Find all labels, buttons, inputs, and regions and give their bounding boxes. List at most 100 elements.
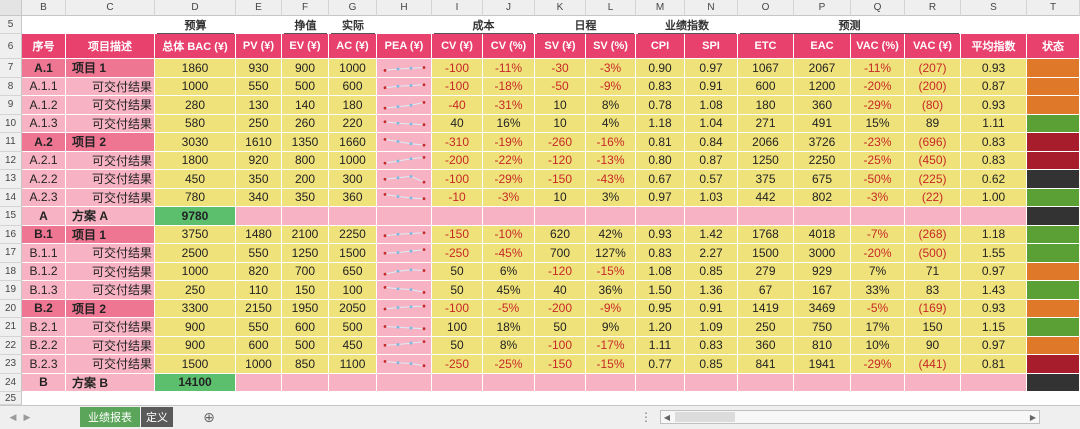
cell-bac[interactable]: 450: [155, 170, 236, 189]
cell-avg[interactable]: 0.83: [961, 151, 1027, 170]
cell-svp[interactable]: -43%: [586, 170, 636, 189]
cell-vacp[interactable]: 15%: [851, 114, 905, 133]
cell-cvp[interactable]: -29%: [483, 170, 535, 189]
cell-cv[interactable]: 100: [432, 318, 483, 337]
cell-svp[interactable]: -15%: [586, 262, 636, 281]
row-header-21[interactable]: 21: [0, 318, 22, 337]
column-header-N[interactable]: N: [685, 0, 738, 16]
cell-pea[interactable]: [377, 133, 432, 152]
scroll-tabs-right-icon[interactable]: ▶: [23, 411, 31, 422]
cell-eac[interactable]: [794, 373, 851, 392]
cell-cv[interactable]: 50: [432, 336, 483, 355]
cell-status[interactable]: [1027, 225, 1080, 244]
cell-status[interactable]: [1027, 151, 1080, 170]
cell-sv[interactable]: -120: [535, 151, 586, 170]
cell-desc[interactable]: 可交付结果 1: [66, 244, 155, 263]
column-header-K[interactable]: K: [535, 0, 586, 16]
cell-ac[interactable]: 1100: [329, 355, 377, 374]
cell-bac[interactable]: 3300: [155, 299, 236, 318]
cell-pv[interactable]: 340: [236, 188, 282, 207]
cell-svp[interactable]: 36%: [586, 281, 636, 300]
cell-cpi[interactable]: 1.08: [636, 262, 685, 281]
cell-sv[interactable]: 10: [535, 96, 586, 115]
cell-etc[interactable]: 1250: [738, 151, 794, 170]
cell-desc[interactable]: 项目 2: [66, 299, 155, 318]
cell-id[interactable]: B.1: [22, 225, 66, 244]
cell-pea[interactable]: [377, 77, 432, 96]
cell-status[interactable]: [1027, 133, 1080, 152]
cell-eac[interactable]: 3726: [794, 133, 851, 152]
cell-id[interactable]: A.2.1: [22, 151, 66, 170]
cell-pv[interactable]: 350: [236, 170, 282, 189]
cell-etc[interactable]: 1419: [738, 299, 794, 318]
cell-cvp[interactable]: -45%: [483, 244, 535, 263]
cell-ev[interactable]: 500: [282, 77, 329, 96]
cell-pea[interactable]: [377, 299, 432, 318]
cell-desc[interactable]: 可交付结果 3: [66, 355, 155, 374]
cell-svp[interactable]: [586, 373, 636, 392]
cell-ev[interactable]: 700: [282, 262, 329, 281]
cell-spi[interactable]: 0.85: [685, 355, 738, 374]
cell-pea[interactable]: [377, 336, 432, 355]
cell-ac[interactable]: 600: [329, 77, 377, 96]
cell-etc[interactable]: 1067: [738, 59, 794, 78]
cell-spi[interactable]: [685, 207, 738, 226]
cell-cvp[interactable]: -3%: [483, 188, 535, 207]
cell-cvp[interactable]: [483, 207, 535, 226]
cell-cpi[interactable]: 0.95: [636, 299, 685, 318]
cell-status[interactable]: [1027, 207, 1080, 226]
cell-ac[interactable]: [329, 207, 377, 226]
cell-vac[interactable]: (268): [905, 225, 961, 244]
cell-etc[interactable]: 279: [738, 262, 794, 281]
cell-bac[interactable]: 9780: [155, 207, 236, 226]
column-header-G[interactable]: G: [329, 0, 377, 16]
cell-status[interactable]: [1027, 355, 1080, 374]
scroll-tabs-left-icon[interactable]: ◀: [9, 411, 17, 422]
cell-ac[interactable]: 1500: [329, 244, 377, 263]
cell-svp[interactable]: -15%: [586, 355, 636, 374]
cell-sv[interactable]: 50: [535, 318, 586, 337]
cell-id[interactable]: B: [22, 373, 66, 392]
cell-ac[interactable]: 180: [329, 96, 377, 115]
cell-spi[interactable]: 0.57: [685, 170, 738, 189]
column-header-C[interactable]: C: [66, 0, 155, 16]
cell-pv[interactable]: 820: [236, 262, 282, 281]
cell-cpi[interactable]: 0.97: [636, 188, 685, 207]
cell-ev[interactable]: 850: [282, 355, 329, 374]
cell-bac[interactable]: 1860: [155, 59, 236, 78]
cell-ac[interactable]: 1000: [329, 59, 377, 78]
cell-pea[interactable]: [377, 262, 432, 281]
cell-cvp[interactable]: -31%: [483, 96, 535, 115]
cell-eac[interactable]: 3469: [794, 299, 851, 318]
cell-status[interactable]: [1027, 318, 1080, 337]
row-header-10[interactable]: 10: [0, 114, 22, 133]
cell-spi[interactable]: 1.03: [685, 188, 738, 207]
cell-svp[interactable]: -17%: [586, 336, 636, 355]
cell-desc[interactable]: 可交付结果 1: [66, 151, 155, 170]
cell-id[interactable]: A.1.2: [22, 96, 66, 115]
cell-avg[interactable]: 1.00: [961, 188, 1027, 207]
cell-vacp[interactable]: 17%: [851, 318, 905, 337]
select-all-corner[interactable]: [0, 0, 22, 16]
cell-pea[interactable]: [377, 207, 432, 226]
cell-etc[interactable]: 442: [738, 188, 794, 207]
cell-vacp[interactable]: -25%: [851, 151, 905, 170]
cell-eac[interactable]: 802: [794, 188, 851, 207]
cell-vac[interactable]: 89: [905, 114, 961, 133]
cell-sv[interactable]: -50: [535, 77, 586, 96]
cell-pv[interactable]: 550: [236, 318, 282, 337]
cell-svp[interactable]: -16%: [586, 133, 636, 152]
cell-status[interactable]: [1027, 262, 1080, 281]
cell-cv[interactable]: [432, 373, 483, 392]
cell-avg[interactable]: 1.55: [961, 244, 1027, 263]
row-header-24[interactable]: 24: [0, 373, 22, 392]
cell-cvp[interactable]: -25%: [483, 355, 535, 374]
cell-vac[interactable]: 83: [905, 281, 961, 300]
row-header-8[interactable]: 8: [0, 77, 22, 96]
cell-sv[interactable]: [535, 207, 586, 226]
cell-id[interactable]: A.1.1: [22, 77, 66, 96]
cell-ac[interactable]: 1000: [329, 151, 377, 170]
cell-status[interactable]: [1027, 281, 1080, 300]
cell-avg[interactable]: 1.11: [961, 114, 1027, 133]
cell-pv[interactable]: 1000: [236, 355, 282, 374]
